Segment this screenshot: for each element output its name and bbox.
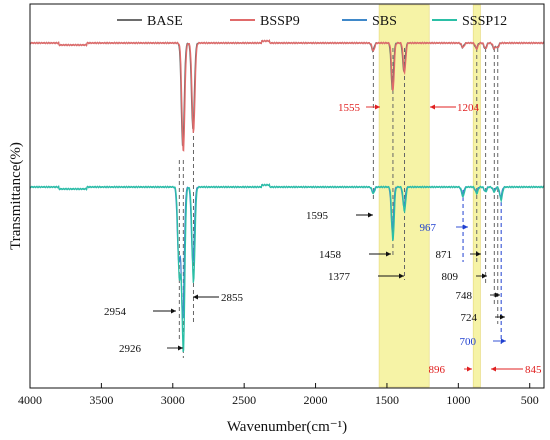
annotation-arrowhead-896 [467,366,472,372]
annotation-arrowhead-871 [476,251,481,257]
annotation-2855: 2855 [221,292,244,304]
x-tick-label-3500: 3500 [89,393,113,407]
annotation-871: 871 [436,249,453,261]
legend-label-sbs: SBS [372,14,397,29]
peak-annotations: 1555 1204 1595 967 1458 871 1377 809 748 2954 2855… [104,102,542,376]
annotation-arrowhead-2855 [193,294,198,300]
annotation-896: 896 [429,364,446,376]
legend: BASE BSSP9 SBS SSSP12 [117,14,507,29]
x-axis-ticks: 4000 3500 3000 2500 2000 1500 1000 500 [18,383,539,407]
x-tick-label-1500: 1500 [375,393,399,407]
annotation-arrowhead-700 [501,338,506,344]
annotation-700: 700 [460,336,477,348]
peak-guide-lines [178,48,502,358]
annotation-967: 967 [420,222,437,234]
annotation-845: 845 [525,364,542,376]
annotation-1595: 1595 [306,210,329,222]
legend-label-sssp12: SSSP12 [462,14,507,29]
annotation-809: 809 [442,271,459,283]
annotation-748: 748 [456,290,473,302]
annotation-724: 724 [461,312,478,324]
annotation-arrowhead-1458 [386,251,391,257]
series-line-sssp12 [29,183,545,352]
x-tick-label-1000: 1000 [446,393,470,407]
annotation-1458: 1458 [319,249,342,261]
x-tick-label-2000: 2000 [304,393,328,407]
annotation-2926: 2926 [119,343,142,355]
x-axis-title: Wavenumber(cm⁻¹) [227,419,347,435]
spectra-series [29,39,545,352]
x-tick-label-2500: 2500 [232,393,256,407]
series-line-bssp9 [29,39,545,152]
annotation-arrowhead-967 [463,224,468,230]
legend-label-base: BASE [147,14,183,29]
annotation-arrowhead-2954 [171,308,176,314]
plot-frame [29,3,545,389]
annotation-1555: 1555 [338,102,361,114]
y-axis-title: Transmittance(%) [8,142,24,250]
annotation-1204: 1204 [457,102,480,114]
annotation-arrowhead-1555 [375,104,380,110]
series-line-base [29,39,545,148]
x-tick-label-4000: 4000 [18,393,42,407]
annotation-arrowhead-1377 [399,273,404,279]
annotation-arrowhead-1204 [430,104,435,110]
legend-label-bssp9: BSSP9 [260,14,300,29]
annotation-arrowhead-748 [495,292,500,298]
x-tick-label-3000: 3000 [161,393,185,407]
annotation-arrowhead-724 [500,314,505,320]
annotation-arrowhead-1595 [368,212,373,218]
annotation-arrowhead-809 [482,273,487,279]
annotation-arrowhead-845 [491,366,496,372]
annotation-arrowhead-2926 [178,345,183,351]
x-tick-label-500: 500 [521,393,539,407]
annotation-1377: 1377 [328,271,351,283]
annotation-2954: 2954 [104,306,127,318]
